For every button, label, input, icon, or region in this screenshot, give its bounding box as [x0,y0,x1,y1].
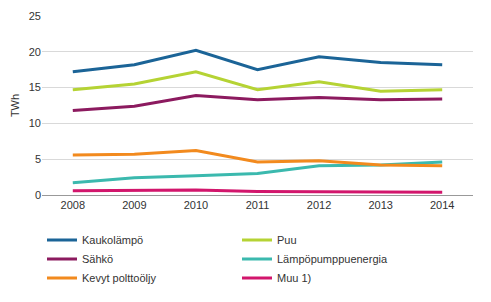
svg-text:Lämpöpumppuenergia: Lämpöpumppuenergia [277,253,388,265]
svg-text:Kevyt polttoöljy: Kevyt polttoöljy [82,272,156,284]
svg-text:0: 0 [35,189,41,201]
svg-text:TWh: TWh [9,94,21,117]
svg-text:10: 10 [29,117,41,129]
svg-text:20: 20 [29,46,41,58]
svg-text:25: 25 [29,10,41,22]
svg-text:2010: 2010 [184,199,208,211]
svg-text:2014: 2014 [430,199,454,211]
svg-text:2011: 2011 [246,199,270,211]
svg-text:2012: 2012 [307,199,331,211]
svg-text:Muu 1): Muu 1) [277,272,311,284]
svg-text:Puu: Puu [277,234,297,246]
svg-text:2009: 2009 [122,199,146,211]
svg-text:2008: 2008 [61,199,85,211]
svg-text:15: 15 [29,81,41,93]
svg-text:Kaukolämpö: Kaukolämpö [82,234,143,246]
svg-text:2013: 2013 [368,199,392,211]
svg-text:Sähkö: Sähkö [82,253,113,265]
svg-text:5: 5 [35,153,41,165]
